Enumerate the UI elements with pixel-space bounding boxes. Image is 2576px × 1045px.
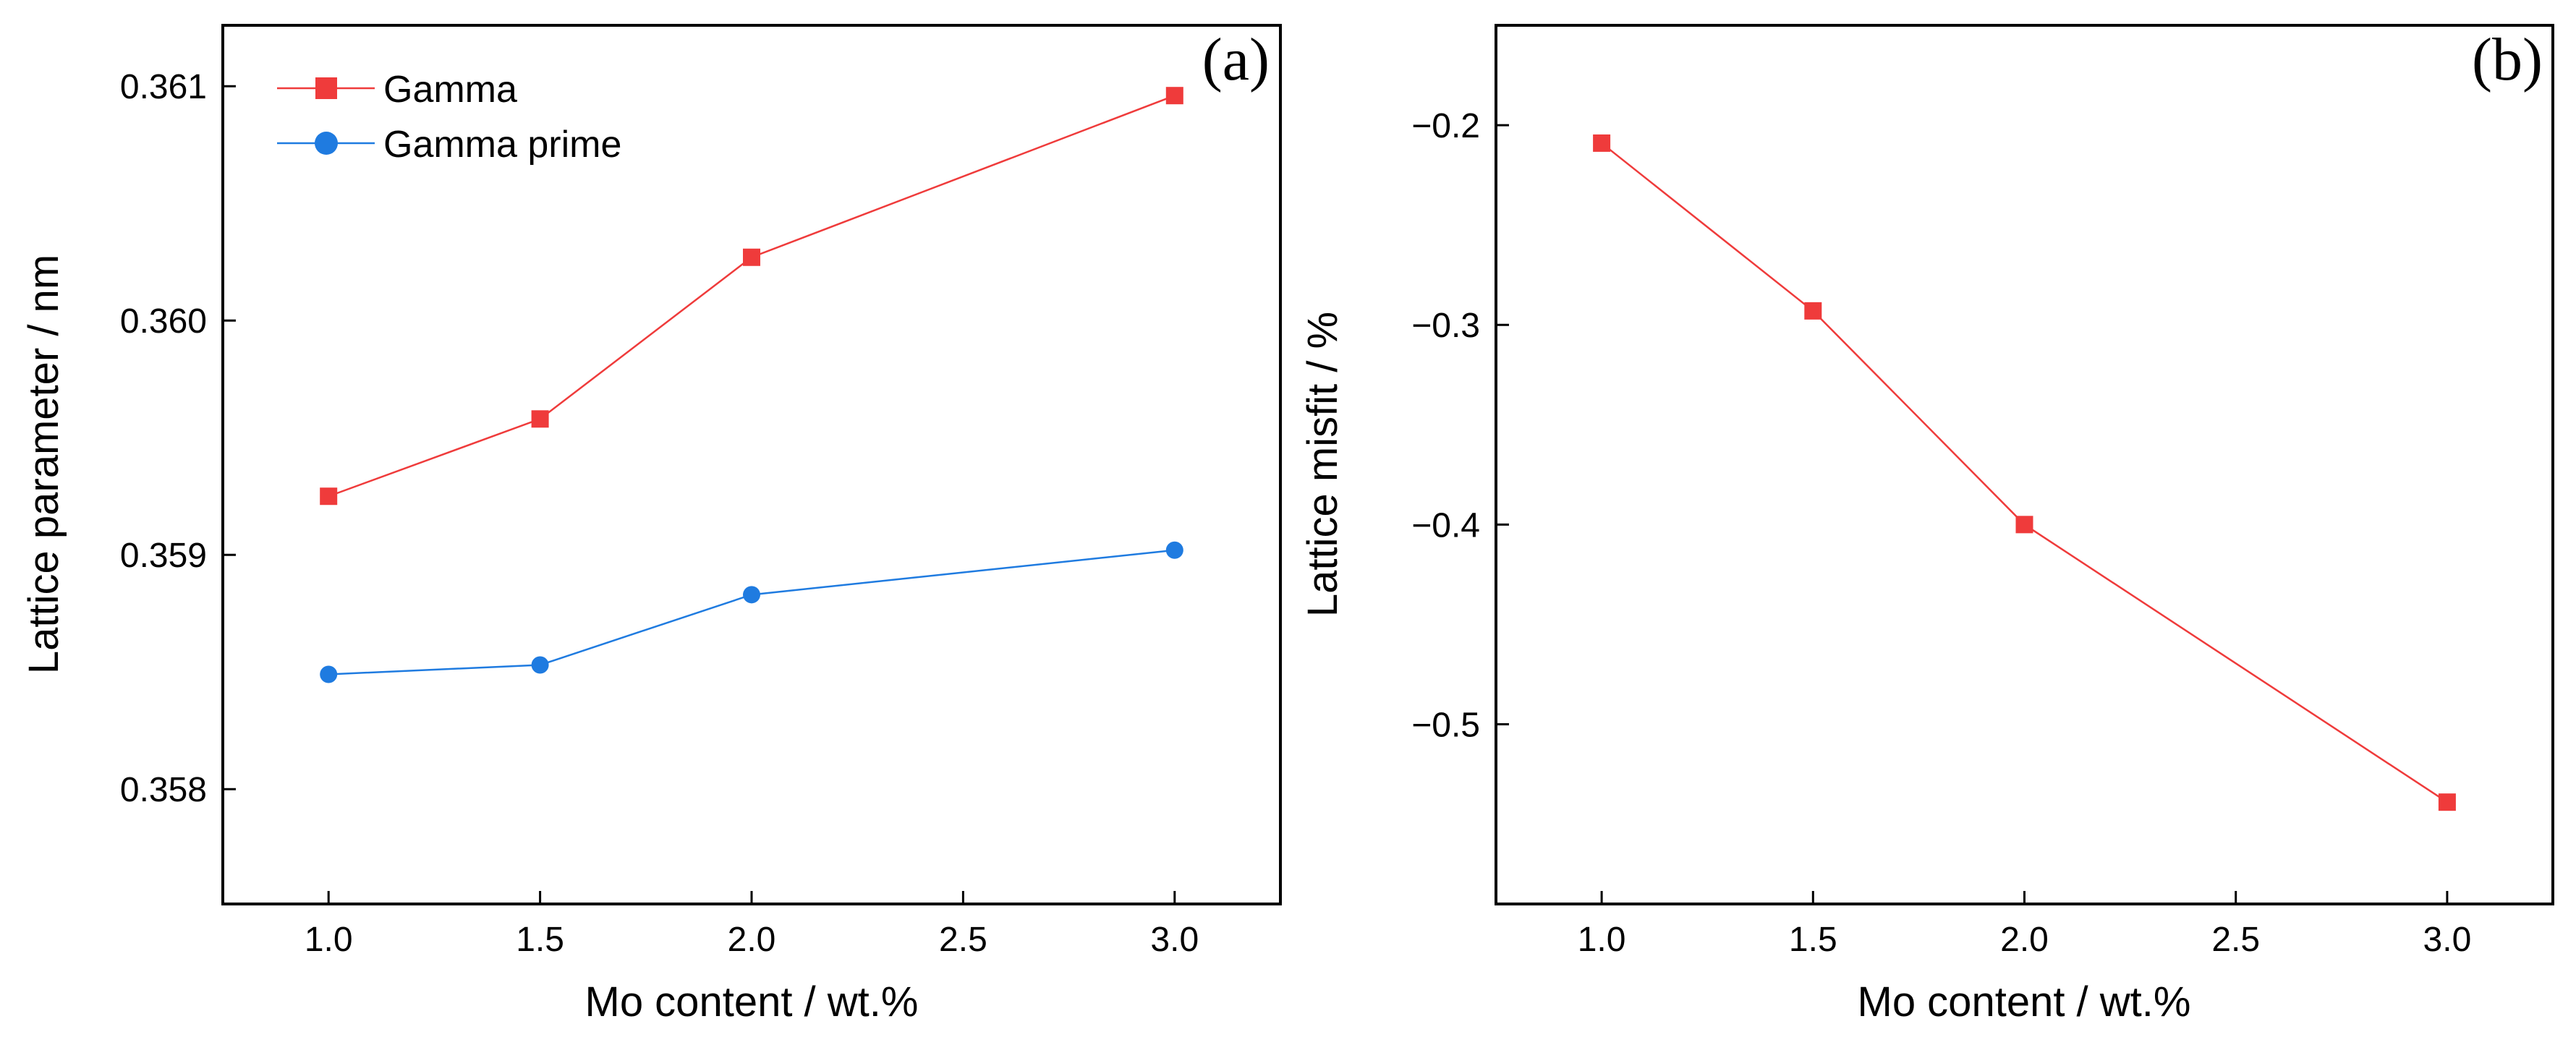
x-tick-label-b-0: 1.0 bbox=[1578, 921, 1626, 959]
series-line-b-0 bbox=[1601, 142, 2448, 803]
series-line-a-1 bbox=[328, 549, 1175, 675]
data-point-b-0-1 bbox=[1804, 302, 1822, 320]
legend-label-gamma: Gamma bbox=[383, 69, 517, 111]
x-tick-label-b-4: 3.0 bbox=[2423, 921, 2472, 959]
y-tick-label-b-3: −0.2 bbox=[1411, 107, 1480, 145]
y-axis-title-b: Lattice misfit / % bbox=[1299, 312, 1346, 617]
axis-ticks-a: 1.0 1.5 2.0 2.5 3.0 0.358 0.359 0.360 0.361 bbox=[120, 68, 1199, 959]
series-line-a-0 bbox=[328, 95, 1176, 498]
legend-item-gamma-prime: Gamma prime bbox=[277, 124, 621, 166]
y-tick-label-b-0: −0.5 bbox=[1411, 706, 1480, 744]
panel-label-a: (a) bbox=[1202, 26, 1270, 93]
data-point-a-1-0 bbox=[320, 665, 338, 683]
y-tick-label-a-2: 0.360 bbox=[120, 302, 207, 341]
x-tick-label-b-3: 2.5 bbox=[2211, 921, 2260, 959]
x-axis-title-a: Mo content / wt.% bbox=[585, 978, 919, 1025]
y-tick-label-a-1: 0.359 bbox=[120, 537, 207, 575]
data-point-a-0-1 bbox=[531, 410, 549, 428]
panel-label-b: (b) bbox=[2472, 26, 2543, 93]
plot-frame-b bbox=[1495, 24, 2554, 905]
y-axis-title-a: Lattice parameter / nm bbox=[20, 255, 67, 674]
series-layer-a bbox=[320, 87, 1183, 683]
x-axis-title-b: Mo content / wt.% bbox=[1858, 978, 2191, 1025]
series-layer-b bbox=[1593, 134, 2456, 811]
x-tick-label-a-2: 2.0 bbox=[728, 921, 776, 959]
axis-ticks-b: 1.0 1.5 2.0 2.5 3.0 −0.5 −0.4 −0.3 −0.2 bbox=[1411, 107, 2471, 959]
x-tick-label-a-0: 1.0 bbox=[305, 921, 353, 959]
plot-frame-a bbox=[221, 24, 1282, 905]
x-tick-label-b-2: 2.0 bbox=[2000, 921, 2049, 959]
data-point-a-1-1 bbox=[531, 656, 549, 674]
data-point-a-1-2 bbox=[743, 586, 760, 604]
legend-a: Gamma Gamma prime bbox=[277, 69, 621, 166]
x-tick-label-b-1: 1.5 bbox=[1789, 921, 1837, 959]
data-point-a-0-3 bbox=[1165, 87, 1183, 105]
x-tick-label-a-1: 1.5 bbox=[516, 921, 564, 959]
data-point-b-0-0 bbox=[1593, 134, 1611, 152]
legend-marker-gamma bbox=[315, 77, 337, 99]
data-point-a-0-2 bbox=[743, 248, 760, 266]
y-tick-label-a-0: 0.358 bbox=[120, 771, 207, 809]
legend-marker-gamma-prime bbox=[315, 132, 338, 155]
x-tick-label-a-4: 3.0 bbox=[1150, 921, 1199, 959]
y-tick-label-b-2: −0.3 bbox=[1411, 307, 1480, 345]
legend-item-gamma: Gamma bbox=[277, 69, 517, 111]
data-point-a-0-0 bbox=[320, 487, 338, 506]
data-point-b-0-2 bbox=[2015, 516, 2033, 534]
y-tick-label-b-1: −0.4 bbox=[1411, 506, 1480, 545]
y-tick-label-a-3: 0.361 bbox=[120, 68, 207, 106]
x-tick-label-a-3: 2.5 bbox=[939, 921, 987, 959]
legend-label-gamma-prime: Gamma prime bbox=[383, 124, 621, 166]
data-point-a-1-3 bbox=[1165, 541, 1183, 559]
chart-panel-b: 1.0 1.5 2.0 2.5 3.0 −0.5 −0.4 −0.3 −0.2 (b) Mo c… bbox=[1299, 24, 2554, 1025]
data-point-b-0-3 bbox=[2438, 793, 2456, 811]
